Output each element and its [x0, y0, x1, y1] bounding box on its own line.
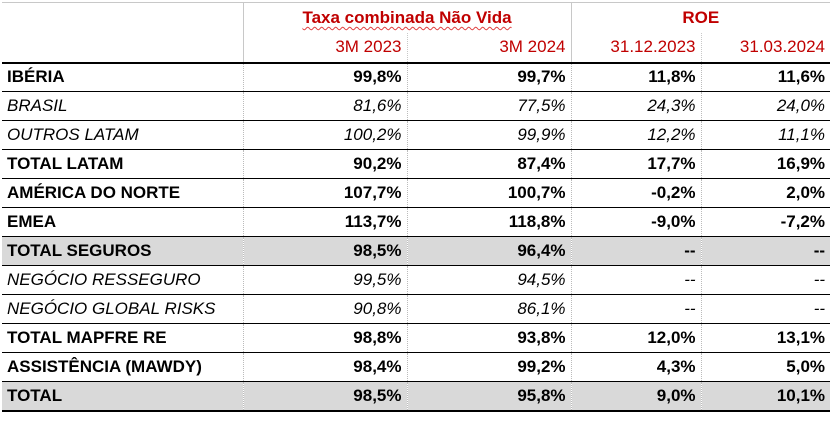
row-value: 99,9%: [406, 120, 572, 150]
row-value: --: [570, 294, 702, 324]
header-roe: ROE: [571, 2, 831, 33]
row-label: TOTAL LATAM: [2, 149, 243, 179]
col-header-3m-2023: 3M 2023: [243, 32, 407, 64]
row-label: OUTROS LATAM: [2, 120, 243, 150]
table-row: NEGÓCIO GLOBAL RISKS 90,8% 86,1% -- --: [2, 294, 831, 324]
row-value: 100,2%: [242, 120, 407, 150]
row-value: 4,3%: [570, 352, 702, 382]
table-row: NEGÓCIO RESSEGURO 99,5% 94,5% -- --: [2, 265, 831, 295]
row-value: 98,4%: [242, 352, 407, 382]
table-row: EMEA 113,7% 118,8% -9,0% -7,2%: [2, 207, 831, 237]
row-label: AMÉRICA DO NORTE: [2, 178, 243, 208]
col-header-31-03-2024: 31.03.2024: [700, 32, 831, 64]
header-corner: [2, 2, 244, 33]
row-value: 12,0%: [570, 323, 702, 353]
row-value: --: [700, 265, 831, 295]
row-value: -7,2%: [700, 207, 831, 237]
row-value: 5,0%: [700, 352, 831, 382]
row-label: BRASIL: [2, 91, 243, 121]
row-value: 11,8%: [570, 62, 702, 92]
row-value: 77,5%: [406, 91, 572, 121]
row-value: --: [570, 236, 702, 266]
table-row: TOTAL MAPFRE RE 98,8% 93,8% 12,0% 13,1%: [2, 323, 831, 353]
row-label: IBÉRIA: [2, 62, 243, 92]
row-value: 24,3%: [570, 91, 702, 121]
row-value: 98,5%: [242, 381, 407, 412]
results-table: Taxa combinada Não Vida ROE 3M 2023 3M 2…: [2, 2, 831, 412]
row-value: 13,1%: [700, 323, 831, 353]
row-value: 10,1%: [700, 381, 831, 412]
row-value: 99,5%: [242, 265, 407, 295]
row-value: 99,7%: [406, 62, 572, 92]
table-row: BRASIL 81,6% 77,5% 24,3% 24,0%: [2, 91, 831, 121]
row-value: 81,6%: [242, 91, 407, 121]
row-label: TOTAL SEGUROS: [2, 236, 243, 266]
header-combined-ratio: Taxa combinada Não Vida: [243, 2, 572, 33]
row-value: -0,2%: [570, 178, 702, 208]
table-row: OUTROS LATAM 100,2% 99,9% 12,2% 11,1%: [2, 120, 831, 150]
table-row: AMÉRICA DO NORTE 107,7% 100,7% -0,2% 2,0%: [2, 178, 831, 208]
row-label: NEGÓCIO GLOBAL RISKS: [2, 294, 243, 324]
row-value: 100,7%: [406, 178, 572, 208]
row-value: 86,1%: [406, 294, 572, 324]
header-corner-2: [2, 32, 244, 64]
row-value: 118,8%: [406, 207, 572, 237]
row-value: 12,2%: [570, 120, 702, 150]
row-label: NEGÓCIO RESSEGURO: [2, 265, 243, 295]
row-value: 2,0%: [700, 178, 831, 208]
row-value: 94,5%: [406, 265, 572, 295]
row-label: TOTAL MAPFRE RE: [2, 323, 243, 353]
row-value: 87,4%: [406, 149, 572, 179]
row-value: 107,7%: [242, 178, 407, 208]
row-label: EMEA: [2, 207, 243, 237]
row-value: 9,0%: [570, 381, 702, 412]
row-value: 16,9%: [700, 149, 831, 179]
header-group-row: Taxa combinada Não Vida ROE: [2, 2, 831, 33]
row-value: --: [570, 265, 702, 295]
row-value: 96,4%: [406, 236, 572, 266]
table-row: IBÉRIA 99,8% 99,7% 11,8% 11,6%: [2, 62, 831, 92]
row-value: 98,5%: [242, 236, 407, 266]
row-value: 98,8%: [242, 323, 407, 353]
row-value: 99,2%: [406, 352, 572, 382]
table-row: TOTAL SEGUROS 98,5% 96,4% -- --: [2, 236, 831, 266]
row-value: 90,2%: [242, 149, 407, 179]
row-value: --: [700, 294, 831, 324]
row-value: 90,8%: [242, 294, 407, 324]
col-header-3m-2024: 3M 2024: [406, 32, 572, 64]
row-value: 11,6%: [700, 62, 831, 92]
row-value: 93,8%: [406, 323, 572, 353]
table-row: TOTAL 98,5% 95,8% 9,0% 10,1%: [2, 381, 831, 412]
row-label: ASSISTÊNCIA (MAWDY): [2, 352, 243, 382]
header-columns-row: 3M 2023 3M 2024 31.12.2023 31.03.2024: [2, 32, 831, 64]
row-value: 99,8%: [242, 62, 407, 92]
table-row: TOTAL LATAM 90,2% 87,4% 17,7% 16,9%: [2, 149, 831, 179]
table-row: ASSISTÊNCIA (MAWDY) 98,4% 99,2% 4,3% 5,0%: [2, 352, 831, 382]
row-value: 113,7%: [242, 207, 407, 237]
row-value: 24,0%: [700, 91, 831, 121]
row-value: 17,7%: [570, 149, 702, 179]
row-value: -9,0%: [570, 207, 702, 237]
row-value: --: [700, 236, 831, 266]
row-value: 11,1%: [700, 120, 831, 150]
row-label: TOTAL: [2, 381, 243, 412]
row-value: 95,8%: [406, 381, 572, 412]
col-header-31-12-2023: 31.12.2023: [571, 32, 702, 64]
